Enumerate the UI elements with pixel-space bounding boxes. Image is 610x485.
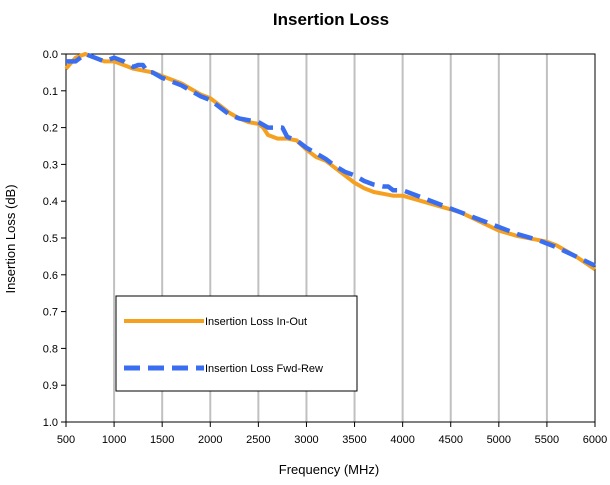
x-tick-label-3500: 3500 xyxy=(342,434,366,446)
legend-box xyxy=(115,295,358,392)
x-tick-label-5500: 5500 xyxy=(535,434,559,446)
chart-title: Insertion Loss xyxy=(273,10,389,29)
y-tick-label-0.9: 0.9 xyxy=(43,380,58,392)
x-tick-label-3000: 3000 xyxy=(294,434,318,446)
x-axis-label: Frequency (MHz) xyxy=(279,462,379,477)
y-tick-label-0.5: 0.5 xyxy=(43,233,58,245)
legend: Insertion Loss In-Out Insertion Loss Fwd… xyxy=(115,295,358,392)
x-tick-label-4000: 4000 xyxy=(390,434,414,446)
y-tick-label-0.8: 0.8 xyxy=(43,343,58,355)
y-tick-label-0.2: 0.2 xyxy=(43,123,58,135)
x-tick-labels: 500 1000 1500 2000 2500 3000 3500 4000 4500 5000 5… xyxy=(57,434,607,446)
series-lines xyxy=(64,51,597,271)
x-tick-label-6000: 6000 xyxy=(583,434,607,446)
legend-label-in-out: Insertion Loss In-Out xyxy=(205,316,307,328)
x-tick-label-1000: 1000 xyxy=(102,434,126,446)
tick-marks xyxy=(61,53,596,427)
y-tick-label-1.0: 1.0 xyxy=(43,417,58,429)
y-tick-label-0.7: 0.7 xyxy=(43,307,58,319)
x-tick-label-4500: 4500 xyxy=(438,434,462,446)
x-tick-label-2500: 2500 xyxy=(246,434,270,446)
x-tick-label-500: 500 xyxy=(57,434,75,446)
y-tick-label-0.3: 0.3 xyxy=(43,159,58,171)
x-tick-label-2000: 2000 xyxy=(198,434,222,446)
grid-lines xyxy=(113,54,548,422)
y-tick-label-0.1: 0.1 xyxy=(43,86,58,98)
x-tick-label-5000: 5000 xyxy=(487,434,511,446)
series-line-fwd-rew xyxy=(66,51,596,268)
y-tick-labels: 0.0 0.1 0.2 0.3 0.4 0.5 0.6 0.7 0.8 0.9 1.0 xyxy=(43,49,58,429)
x-tick-label-1500: 1500 xyxy=(150,434,174,446)
y-tick-label-0.6: 0.6 xyxy=(43,270,58,282)
y-axis-label: Insertion Loss (dB) xyxy=(3,184,18,293)
y-tick-label-0.0: 0.0 xyxy=(43,49,58,61)
y-tick-label-0.4: 0.4 xyxy=(43,196,58,208)
legend-label-fwd-rew: Insertion Loss Fwd-Rew xyxy=(205,363,323,375)
